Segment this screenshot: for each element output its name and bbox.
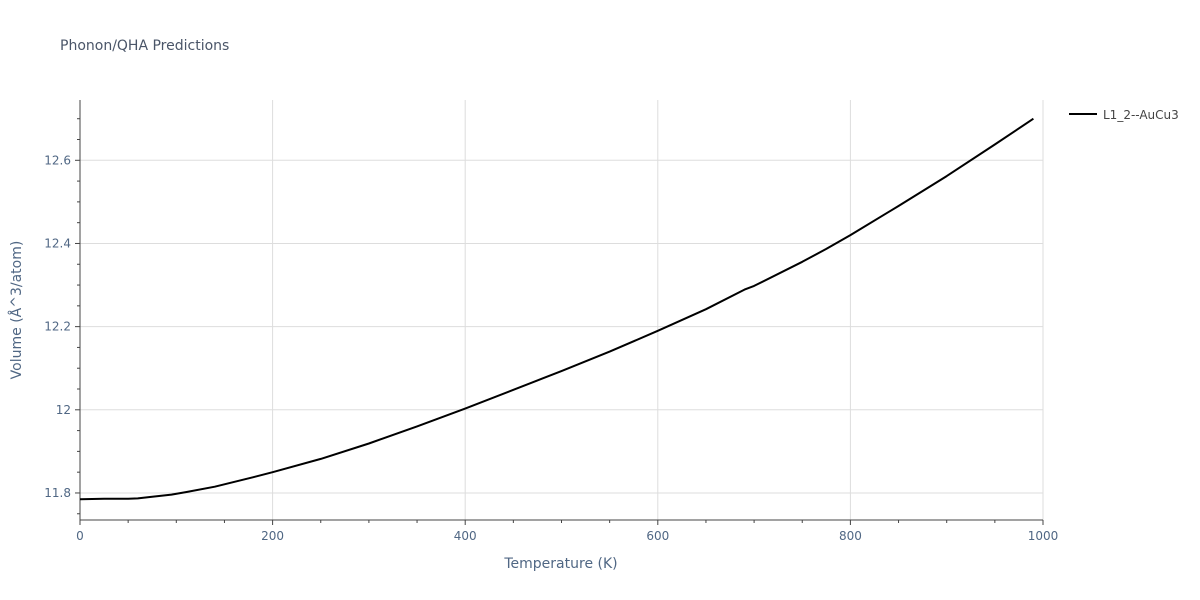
y-tick-label: 12.6 bbox=[44, 153, 71, 167]
y-tick-label: 12 bbox=[56, 403, 71, 417]
x-tick-labels: 0 200 400 600 800 1000 bbox=[76, 529, 1058, 543]
x-tick-label: 0 bbox=[76, 529, 84, 543]
y-tick-label: 12.2 bbox=[44, 320, 71, 334]
grid-lines bbox=[80, 100, 1044, 520]
axes bbox=[75, 100, 1044, 525]
series-layer bbox=[79, 117, 1034, 501]
x-axis-title: Temperature (K) bbox=[503, 556, 617, 572]
chart-title: Phonon/QHA Predictions bbox=[60, 38, 229, 54]
x-tick-label: 1000 bbox=[1028, 529, 1059, 543]
y-tick-label: 12.4 bbox=[44, 236, 71, 250]
y-tick-labels: 11.8 12 12.2 12.4 12.6 bbox=[44, 153, 71, 500]
x-tick-label: 600 bbox=[646, 529, 669, 543]
series-line bbox=[79, 117, 1034, 501]
y-axis-title: Volume (Å^3/atom) bbox=[8, 241, 25, 380]
x-tick-label: 200 bbox=[261, 529, 284, 543]
x-tick-label: 800 bbox=[839, 529, 862, 543]
y-tick-label: 11.8 bbox=[44, 486, 71, 500]
legend-label: L1_2--AuCu3 bbox=[1103, 108, 1179, 122]
x-tick-label: 400 bbox=[454, 529, 477, 543]
legend[interactable]: L1_2--AuCu3 bbox=[1069, 108, 1179, 122]
